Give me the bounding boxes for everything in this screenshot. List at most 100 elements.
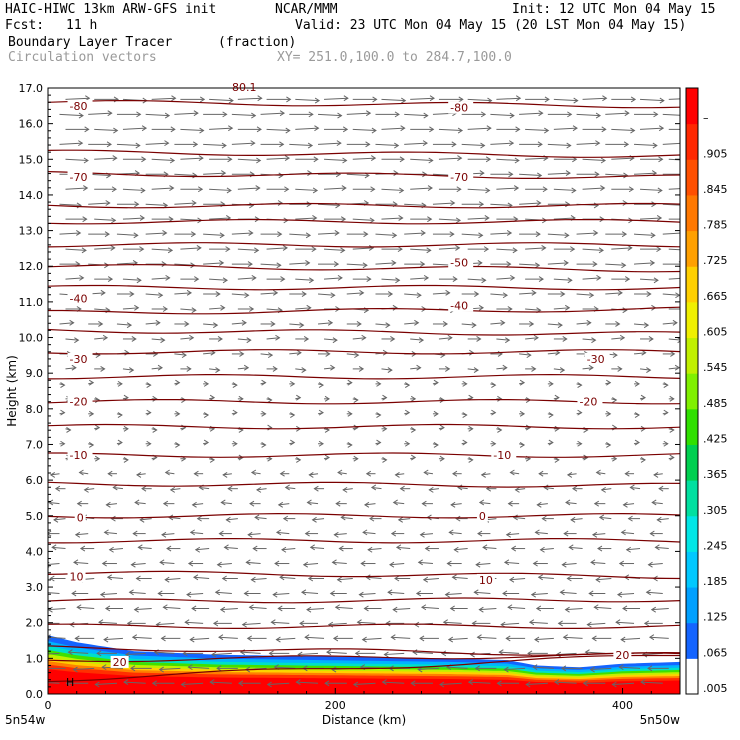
- colorbar-segment: [686, 328, 698, 339]
- circulation-vector: [145, 142, 169, 145]
- vector-arrowhead: [478, 606, 484, 613]
- circulation-vector: [266, 308, 283, 311]
- vector-arrowhead: [82, 216, 88, 223]
- circulation-vector: [479, 501, 491, 505]
- vector-arrowhead: [548, 412, 554, 418]
- colorbar-label: .545: [703, 361, 728, 374]
- vector-arrowhead: [141, 125, 148, 132]
- circulation-vector: [260, 353, 273, 356]
- circulation-vector: [324, 158, 347, 161]
- vector-arrowhead: [439, 455, 445, 462]
- vector-arrowhead: [104, 231, 110, 238]
- circulation-vector: [438, 337, 452, 340]
- colorbar-segment: [686, 560, 698, 570]
- organization: NCAR/MMM: [275, 2, 338, 17]
- vector-arrowhead: [392, 304, 398, 311]
- vector-arrowhead: [428, 157, 434, 164]
- circulation-vector: [534, 637, 554, 641]
- vector-arrowhead: [330, 292, 336, 299]
- vector-arrowhead: [196, 245, 202, 251]
- vector-arrowhead: [648, 634, 655, 641]
- circulation-vector: [553, 98, 578, 102]
- colorbar-segment: [686, 319, 698, 330]
- vector-arrowhead: [513, 185, 520, 191]
- vector-arrowhead: [279, 574, 285, 581]
- vector-arrowhead: [564, 232, 570, 239]
- vector-arrowhead: [452, 276, 458, 282]
- circulation-vector: [619, 666, 641, 669]
- vector-arrowhead: [130, 561, 136, 568]
- vector-arrowhead: [275, 529, 282, 536]
- colorbar-segment: [686, 515, 698, 526]
- vector-arrowhead: [223, 544, 229, 551]
- circulation-vector: [662, 232, 680, 235]
- vector-arrowhead: [562, 634, 568, 641]
- vector-arrowhead: [395, 544, 402, 551]
- forecast-value: 11 h: [66, 18, 98, 33]
- circulation-vector: [509, 578, 526, 581]
- circulation-vector: [151, 97, 176, 100]
- circulation-vector: [312, 518, 325, 521]
- circulation-vector: [59, 203, 81, 206]
- circulation-vector: [324, 248, 345, 251]
- isotherm-label-bg: [67, 570, 86, 583]
- circulation-vector: [260, 112, 285, 115]
- vector-arrowhead: [565, 201, 571, 208]
- circulation-vector: [50, 473, 60, 476]
- vector-arrowhead: [456, 186, 462, 193]
- circulation-vector: [634, 233, 655, 236]
- vector-arrowhead: [256, 126, 262, 133]
- vector-arrowhead: [471, 620, 477, 627]
- vector-arrowhead: [496, 680, 502, 687]
- y-tick-label: 8.0: [26, 403, 44, 416]
- circulation-vector: [362, 637, 382, 641]
- vector-arrowhead: [60, 382, 66, 388]
- vector-arrowhead: [554, 394, 560, 401]
- vector-arrowhead: [128, 589, 134, 596]
- colorbar-segment: [686, 257, 698, 267]
- vector-arrowhead: [354, 650, 360, 657]
- vector-arrowhead: [304, 634, 310, 641]
- circulation-vector: [410, 187, 433, 190]
- vector-arrowhead: [124, 349, 130, 356]
- isotherm-line: [48, 423, 680, 430]
- circulation-vector: [151, 187, 174, 190]
- vector-arrowhead: [448, 529, 454, 536]
- vector-arrowhead: [449, 605, 455, 612]
- vector-arrowhead: [588, 292, 595, 299]
- circulation-vector: [582, 158, 606, 161]
- vectors-label: Circulation vectors: [8, 50, 157, 65]
- vector-arrowhead: [426, 247, 432, 254]
- vector-arrowhead: [538, 110, 544, 117]
- circulation-vector: [569, 546, 583, 550]
- circulation-vector: [662, 293, 680, 296]
- vector-arrowhead: [446, 560, 452, 567]
- vector-arrowhead: [107, 110, 113, 117]
- circulation-vector: [266, 128, 290, 132]
- vector-arrowhead: [640, 394, 646, 401]
- circulation-vector: [209, 217, 231, 220]
- vector-arrowhead: [342, 157, 348, 164]
- colorbar-segment: [686, 346, 698, 356]
- circulation-vector: [525, 157, 548, 160]
- vector-arrowhead: [450, 501, 456, 508]
- vector-arrowhead: [653, 111, 659, 118]
- vector-arrowhead: [136, 111, 142, 118]
- vector-arrowhead: [108, 546, 114, 553]
- circulation-vector: [429, 488, 440, 491]
- vector-arrowhead: [429, 126, 435, 133]
- vector-arrowhead: [457, 127, 464, 134]
- y-tick-label: 7.0: [26, 438, 44, 451]
- isotherm-line: [48, 570, 680, 580]
- circulation-vector: [651, 607, 669, 611]
- circulation-vector: [467, 98, 492, 102]
- vector-arrowhead: [478, 499, 485, 506]
- isotherm-label: -30: [70, 353, 88, 366]
- vector-arrowhead: [245, 559, 251, 566]
- vector-arrowhead: [444, 591, 450, 598]
- circulation-vector: [655, 546, 669, 550]
- isotherm-label: -30: [587, 353, 605, 366]
- circulation-vector: [324, 187, 346, 190]
- vector-arrowhead: [650, 232, 656, 239]
- vector-arrowhead: [623, 141, 630, 148]
